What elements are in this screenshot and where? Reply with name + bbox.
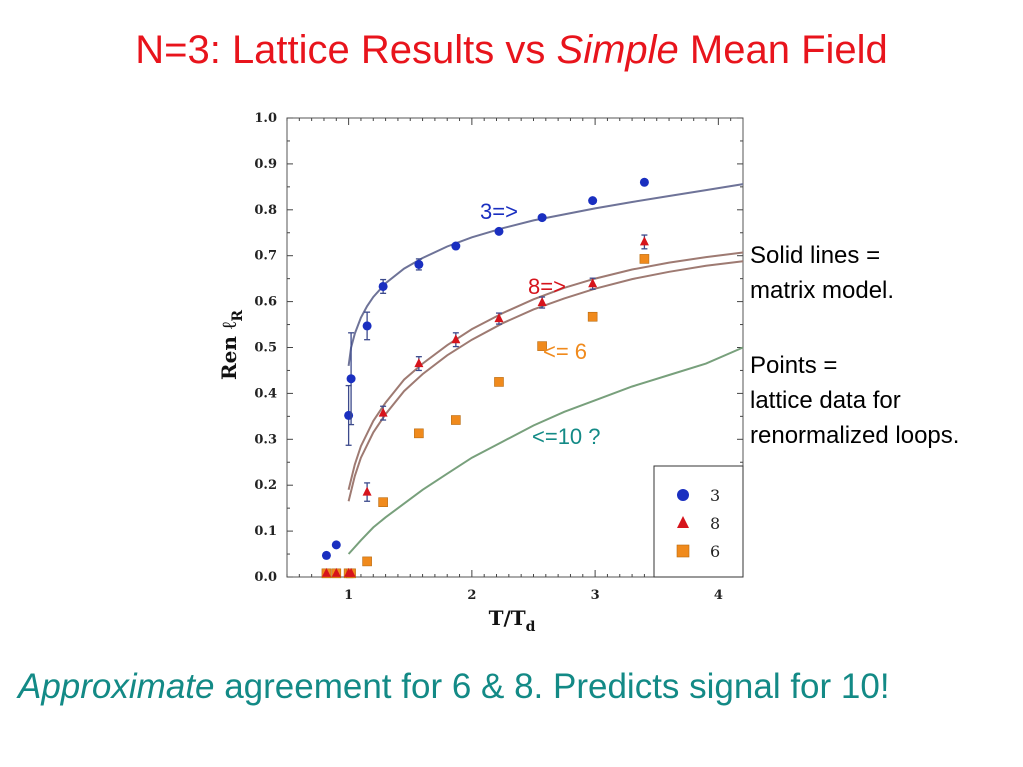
point-series-3 — [414, 259, 424, 269]
point-series-3 — [321, 550, 331, 560]
x-tick-label: 2 — [467, 588, 476, 603]
note-line: matrix model. — [750, 277, 895, 304]
legend-label-3: 3 — [710, 486, 720, 505]
point-series-8 — [321, 567, 331, 577]
y-tick-label: 0.8 — [254, 203, 277, 218]
legend-marker-6 — [676, 544, 690, 558]
point-series-8 — [414, 358, 424, 368]
point-series-8 — [494, 313, 504, 323]
legend-label-8: 8 — [710, 514, 720, 533]
title-part2: Mean Field — [678, 28, 888, 72]
point-series-8 — [331, 567, 341, 577]
x-tick-label: 4 — [714, 588, 723, 603]
y-tick-label: 0.6 — [254, 295, 277, 310]
point-series-8 — [346, 567, 356, 577]
point-series-6 — [494, 377, 504, 387]
note-lines: Solid lines = matrix model. — [750, 238, 894, 308]
y-tick-label: 0.3 — [254, 432, 277, 447]
point-series-3 — [378, 281, 388, 291]
point-series-3 — [494, 226, 504, 236]
y-tick-label: 0.4 — [254, 386, 277, 401]
point-series-3 — [537, 213, 547, 223]
y-tick-label: 0.7 — [254, 249, 277, 264]
point-series-8 — [378, 407, 388, 417]
note-line: lattice data for — [750, 387, 901, 414]
title-italic: Simple — [556, 28, 679, 72]
point-series-6 — [414, 428, 424, 439]
y-tick-label: 1.0 — [254, 111, 277, 126]
x-axis-label: T/Td — [489, 606, 536, 635]
y-tick-label: 0.1 — [254, 524, 277, 539]
legend-marker-8 — [677, 516, 689, 528]
annot-6: <= 6 — [543, 339, 587, 364]
caption-italic: Approximate — [18, 667, 215, 706]
curve-8b — [347, 260, 744, 502]
title-part1: N=3: Lattice Results vs — [135, 28, 557, 72]
point-series-6 — [451, 415, 461, 425]
point-series-8 — [537, 297, 547, 307]
note-line: Points = — [750, 352, 838, 379]
point-series-3 — [451, 241, 461, 251]
point-series-3 — [588, 196, 598, 206]
legend-marker-3 — [677, 489, 689, 501]
point-series-8 — [639, 236, 649, 246]
note-line: Solid lines = — [750, 242, 881, 269]
point-series-3 — [344, 410, 354, 420]
y-tick-label: 0.2 — [254, 478, 277, 493]
y-tick-label: 0.9 — [254, 157, 277, 172]
caption-rest: agreement for 6 & 8. Predicts signal for… — [214, 667, 890, 706]
point-series-6 — [362, 556, 372, 567]
curve-3 — [347, 183, 744, 367]
point-series-3 — [346, 374, 356, 384]
point-series-3 — [639, 177, 649, 187]
point-series-3 — [362, 321, 372, 331]
point-series-6 — [639, 254, 650, 264]
legend-box — [653, 465, 744, 578]
legend: 3 8 6 — [653, 465, 744, 578]
slide-caption: Approximate agreement for 6 & 8. Predict… — [18, 664, 1008, 709]
y-tick-label: 0.5 — [254, 341, 277, 356]
y-axis-label: Ren ℓR — [217, 310, 246, 380]
y-tick-label: 0.0 — [254, 570, 277, 585]
annot-8: 8=> — [528, 274, 566, 299]
point-series-6 — [587, 311, 598, 322]
point-series-8 — [362, 486, 372, 496]
curve-10 — [347, 346, 744, 555]
x-tick-label: 1 — [344, 588, 353, 603]
legend-label-6: 6 — [710, 542, 720, 561]
point-series-6 — [537, 341, 547, 351]
slide-title: N=3: Lattice Results vs Simple Mean Fiel… — [0, 28, 1023, 73]
note-line: renormalized loops. — [750, 422, 960, 449]
annot-3: 3=> — [480, 199, 518, 224]
point-series-8 — [451, 334, 461, 344]
x-tick-label: 3 — [591, 588, 600, 603]
point-series-8 — [588, 278, 598, 288]
annot-10: <=10 ? — [532, 424, 601, 449]
point-series-6 — [378, 497, 388, 507]
note-points: Points = lattice data for renormalized l… — [750, 348, 959, 453]
point-series-3 — [331, 540, 341, 550]
curve-8a — [347, 251, 744, 491]
